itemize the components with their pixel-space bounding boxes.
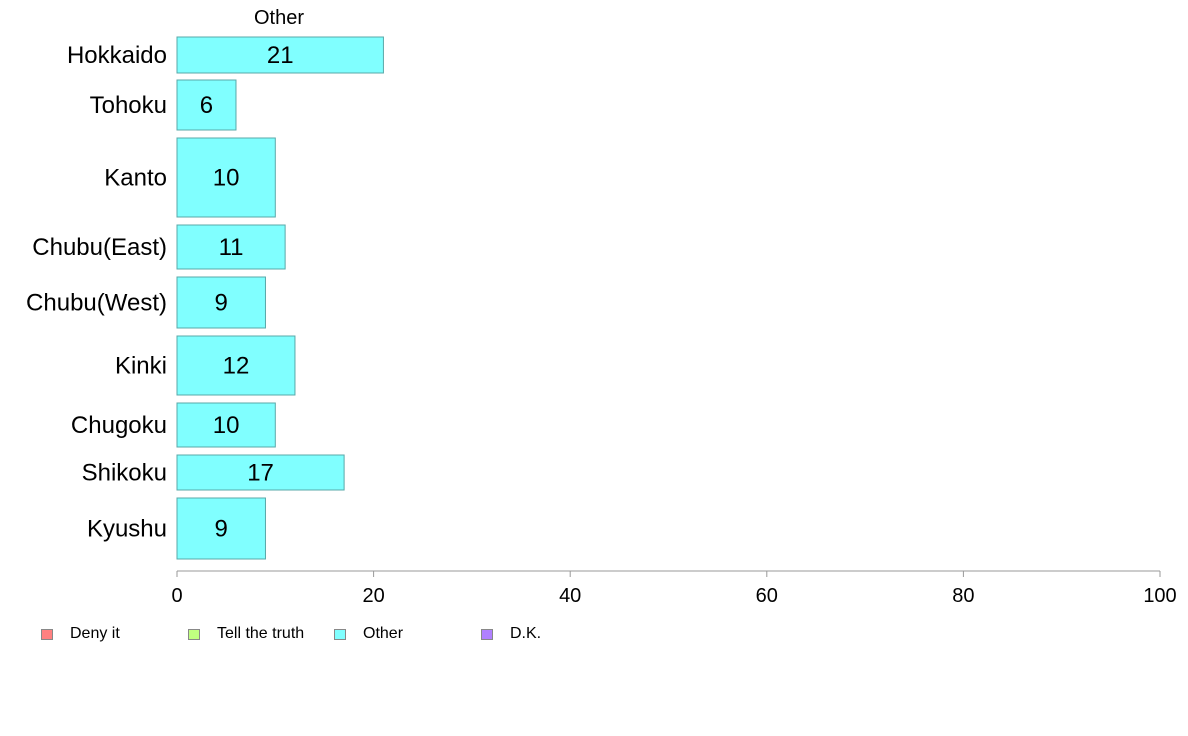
bar-kyushu	[176, 497, 266, 560]
category-label-kinki: Kinki	[115, 353, 167, 380]
legend-item-dk: D.K.	[481, 622, 541, 646]
x-tick-label-100: 100	[1143, 585, 1176, 607]
legend: Deny it Tell the truth Other D.K.	[0, 622, 1188, 646]
bar-kanto	[176, 137, 276, 218]
bar-chugoku	[176, 402, 276, 448]
data-label-shikoku: 17	[247, 460, 274, 487]
bars-group: 21 Hokkaido 6 Tohoku 10 Kanto 11 Chubu(East) 9 Ch…	[26, 36, 384, 560]
x-tick-label-60: 60	[756, 585, 778, 607]
legend-label-deny-it: Deny it	[70, 625, 120, 642]
legend-item-deny-it: Deny it	[41, 622, 120, 646]
data-label-kinki: 12	[223, 353, 250, 380]
legend-swatch-deny-it	[41, 628, 53, 640]
category-label-tohoku: Tohoku	[90, 92, 167, 119]
category-label-hokkaido: Hokkaido	[67, 42, 167, 69]
category-label-kanto: Kanto	[104, 165, 167, 192]
legend-label-tell-the-truth: Tell the truth	[217, 625, 305, 642]
bar-kinki	[176, 335, 296, 396]
category-label-chugoku: Chugoku	[71, 412, 167, 439]
bar-shikoku	[176, 454, 345, 491]
data-label-chubu-west: 9	[215, 290, 228, 317]
x-tick-label-20: 20	[362, 585, 384, 607]
x-tick-label-80: 80	[952, 585, 974, 607]
data-label-hokkaido: 21	[267, 42, 294, 69]
legend-label-dk: D.K.	[510, 625, 542, 642]
bar-chubu-west	[176, 276, 266, 329]
category-label-chubu-east: Chubu(East)	[32, 234, 167, 261]
category-label-chubu-west: Chubu(West)	[26, 290, 167, 317]
legend-swatch-tell-the-truth	[188, 628, 200, 640]
chart-title: Other	[254, 7, 304, 29]
legend-swatch-other	[334, 628, 346, 640]
data-label-kanto: 10	[213, 165, 240, 192]
data-label-chugoku: 10	[213, 412, 240, 439]
legend-item-tell-the-truth: Tell the truth	[188, 622, 304, 646]
x-axis: 0 20 40 60 80 100	[171, 570, 1177, 607]
x-tick-label-40: 40	[559, 585, 581, 607]
bar-tohoku	[176, 79, 237, 131]
category-label-kyushu: Kyushu	[87, 516, 167, 543]
x-tick-label-0: 0	[171, 585, 182, 607]
bar-hokkaido	[176, 36, 384, 74]
data-label-tohoku: 6	[200, 92, 213, 119]
legend-swatch-dk	[481, 628, 493, 640]
data-label-kyushu: 9	[215, 516, 228, 543]
legend-label-other: Other	[363, 625, 404, 642]
category-label-shikoku: Shikoku	[82, 460, 167, 487]
legend-item-other: Other	[334, 622, 403, 646]
bar-chubu-east	[176, 224, 286, 270]
data-label-chubu-east: 11	[219, 234, 244, 261]
